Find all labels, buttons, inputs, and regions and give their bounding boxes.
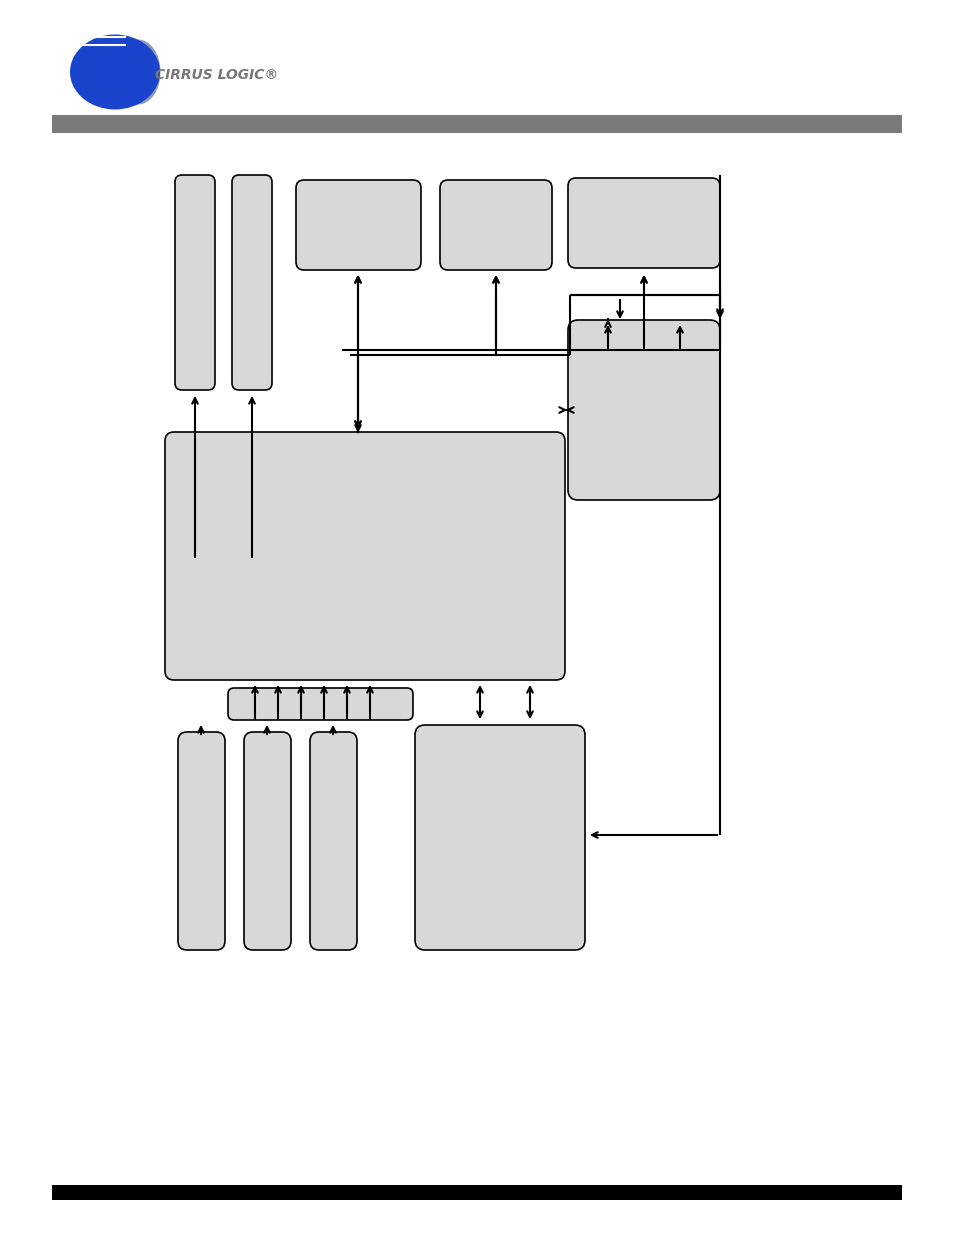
FancyBboxPatch shape: [174, 175, 214, 390]
FancyBboxPatch shape: [165, 432, 564, 680]
FancyBboxPatch shape: [567, 320, 720, 500]
FancyBboxPatch shape: [178, 732, 225, 950]
FancyBboxPatch shape: [415, 725, 584, 950]
FancyBboxPatch shape: [439, 180, 552, 270]
FancyBboxPatch shape: [228, 688, 413, 720]
FancyBboxPatch shape: [232, 175, 272, 390]
FancyBboxPatch shape: [295, 180, 420, 270]
FancyBboxPatch shape: [567, 178, 720, 268]
FancyBboxPatch shape: [310, 732, 356, 950]
FancyBboxPatch shape: [244, 732, 291, 950]
Ellipse shape: [115, 40, 160, 105]
Ellipse shape: [70, 35, 160, 110]
Text: CIRRUS LOGIC®: CIRRUS LOGIC®: [154, 68, 278, 82]
Bar: [52, 115, 901, 133]
Bar: [52, 1186, 901, 1200]
